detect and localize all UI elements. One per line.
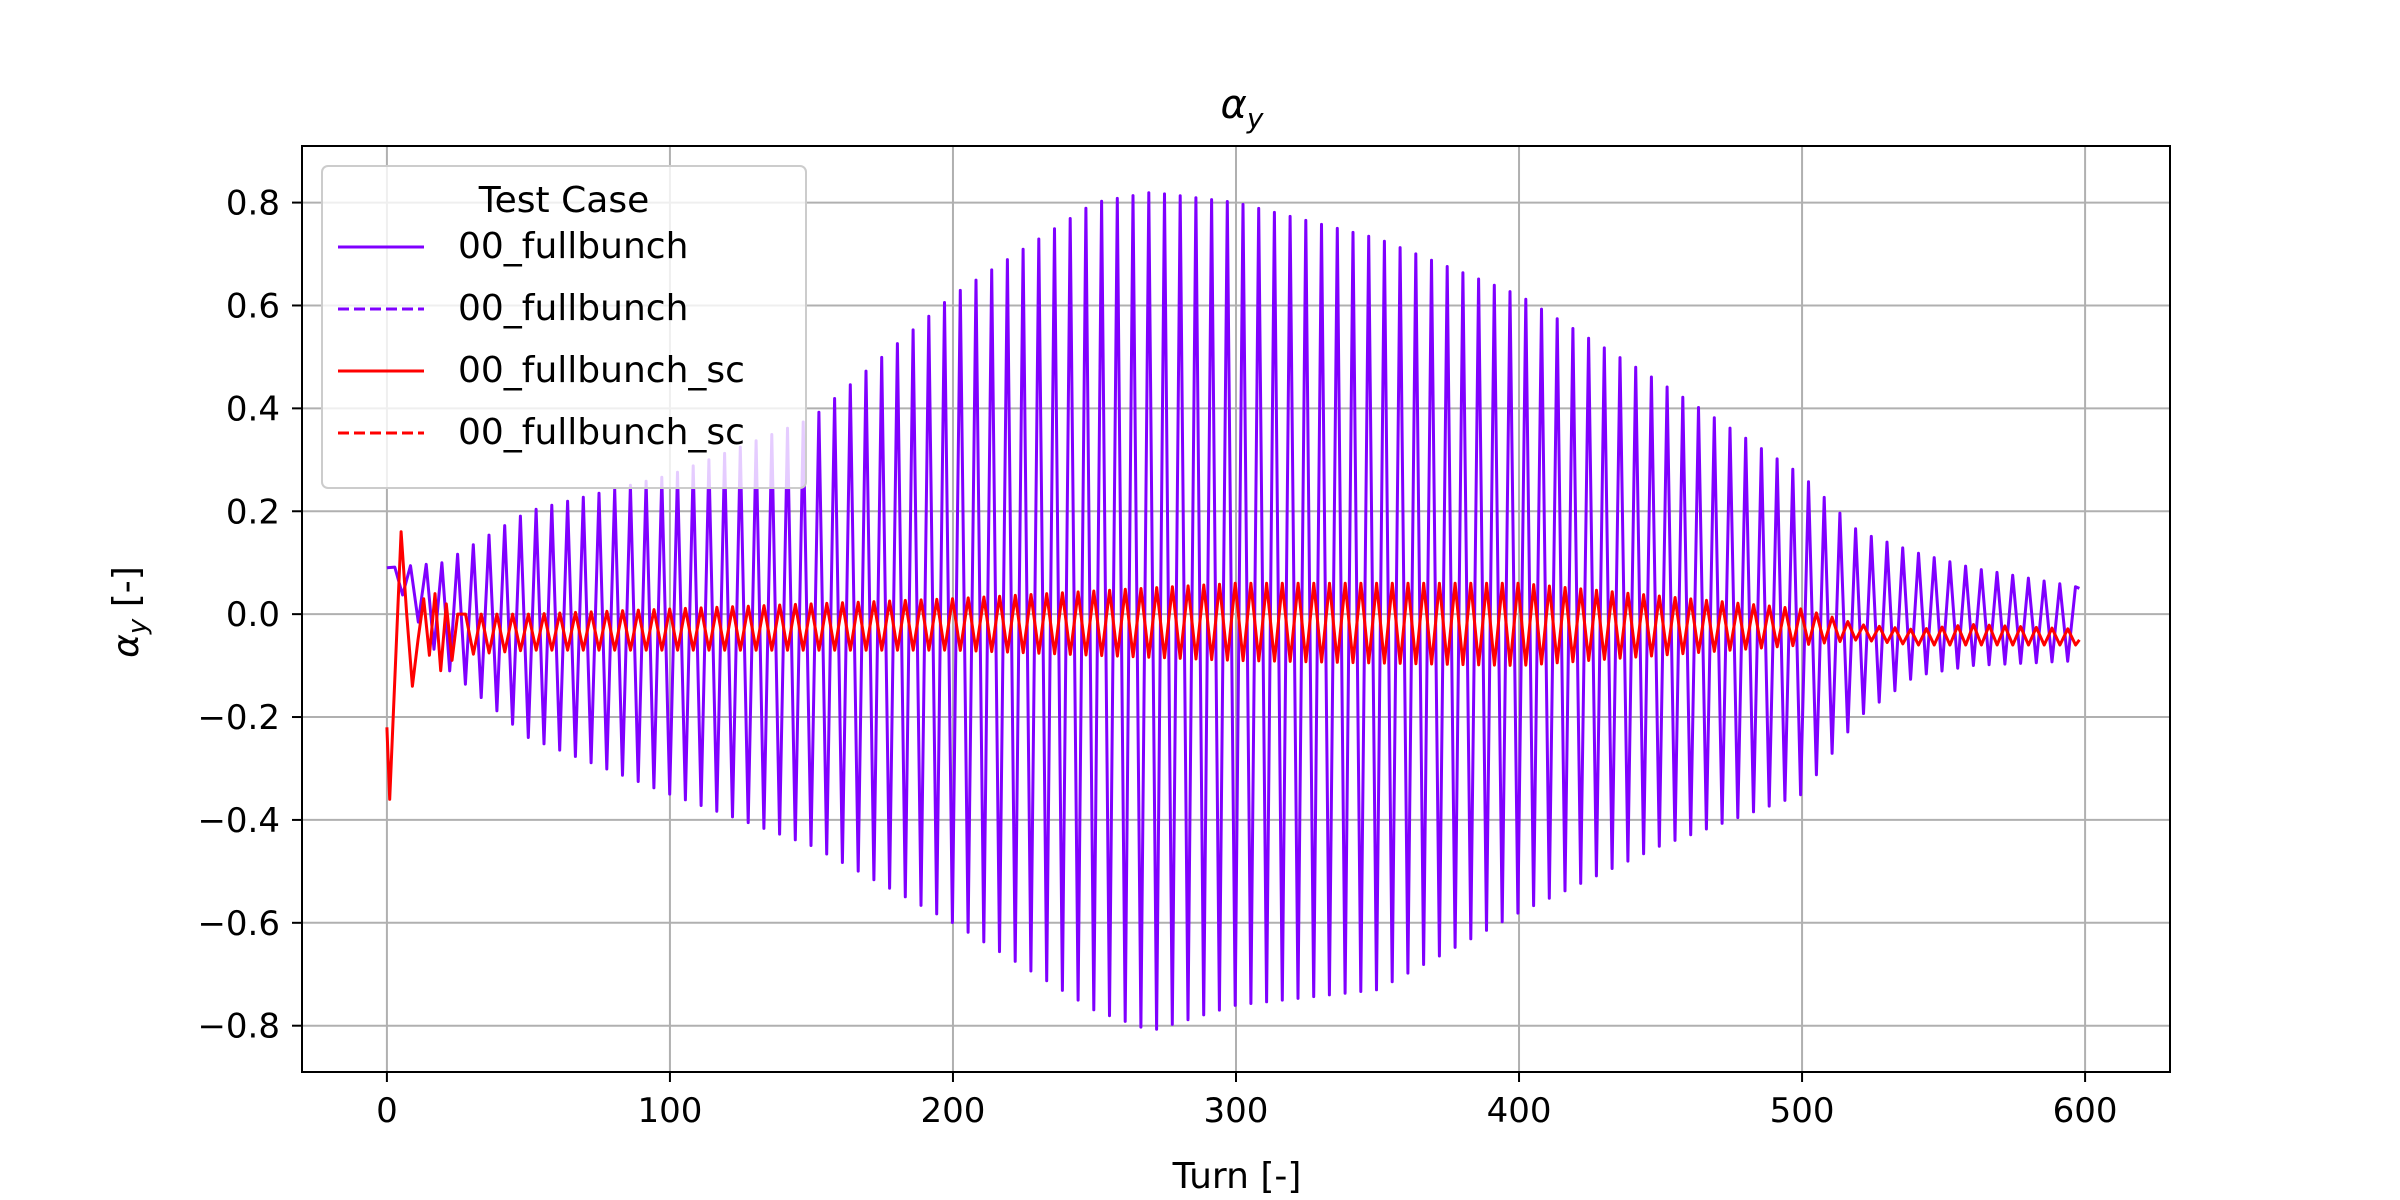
y-tick-label: 0.6	[226, 286, 280, 326]
series-line-fullbunch	[386, 191, 2080, 1031]
legend-entry-label: 00_fullbunch_sc	[458, 350, 745, 391]
chart-title-subscript: y	[1246, 102, 1264, 135]
x-tick-label: 400	[1487, 1091, 1552, 1131]
y-tick-label: 0.8	[226, 184, 280, 224]
y-tick-label: −0.6	[197, 904, 280, 944]
x-tick-label: 0	[376, 1091, 398, 1131]
y-axis-label-subscript: y	[123, 618, 153, 635]
y-tick-label: −0.4	[197, 801, 280, 841]
legend-entry-label: 00_fullbunch	[458, 226, 688, 267]
plot-lines	[385, 191, 2081, 1031]
chart-title: αy	[1221, 82, 1264, 135]
x-tick-label: 500	[1770, 1091, 1835, 1131]
chart-title-main: α	[1221, 82, 1247, 128]
y-tick-label: 0.2	[226, 492, 280, 532]
y-axis-label: αy [-]	[106, 566, 153, 658]
legend-entry-label: 00_fullbunch_sc	[458, 412, 745, 453]
series-line-fullbunch-sc	[385, 530, 2081, 801]
x-tick-label: 200	[921, 1091, 986, 1131]
x-axis-label: Turn [-]	[1172, 1156, 1302, 1197]
legend-entry-label: 00_fullbunch	[458, 288, 688, 329]
legend-entries: 00_fullbunch 00_fullbunch 00_fullbunch_sc 0…	[338, 226, 745, 453]
y-tick-label: −0.2	[197, 698, 280, 738]
legend-title: Test Case	[478, 180, 649, 221]
x-tick-label: 600	[2053, 1091, 2118, 1131]
y-tick-label: 0.4	[226, 389, 280, 429]
legend: Test Case 00_fullbunch00_fullbunch00_ful…	[321, 165, 807, 489]
y-axis-ticks: −0.8 −0.6 −0.4 −0.2 0.0 0.2 0.4 0.6 0.8	[197, 184, 302, 1047]
x-tick-label: 100	[637, 1091, 702, 1131]
x-axis-ticks: 0 100 200 300 400 500 600	[376, 1072, 2118, 1131]
legend-box	[321, 165, 807, 489]
y-axis-label-main: α	[106, 634, 147, 658]
y-tick-label: 0.0	[226, 595, 280, 635]
y-tick-label: −0.8	[197, 1007, 280, 1047]
y-axis-label-unit: [-]	[106, 566, 147, 619]
x-tick-label: 300	[1204, 1091, 1269, 1131]
